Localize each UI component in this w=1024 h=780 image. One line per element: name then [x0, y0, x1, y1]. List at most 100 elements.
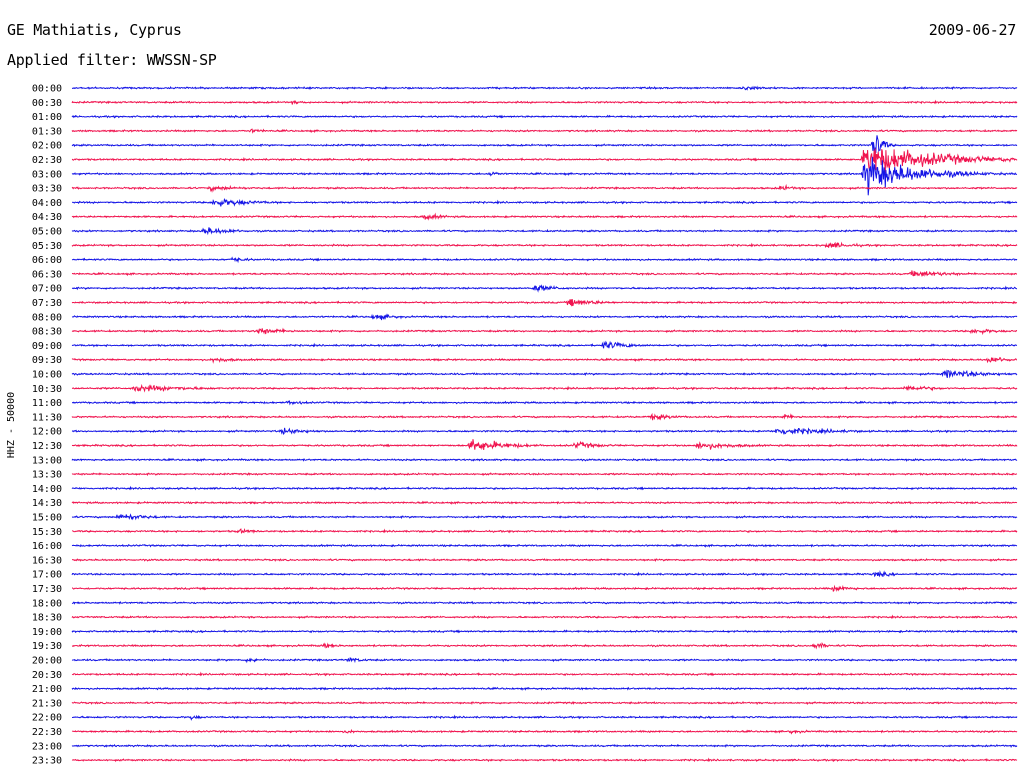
- seismic-trace: [71, 198, 1018, 207]
- seismic-trace: [71, 356, 1018, 364]
- seismic-trace: [71, 728, 1018, 735]
- row-time-label: 07:30: [32, 298, 62, 309]
- row-time-label: 23:00: [32, 741, 62, 752]
- seismic-trace: [71, 570, 1018, 578]
- seismic-trace: [71, 472, 1018, 477]
- seismic-trace: [71, 284, 1018, 293]
- row-time-label: 16:30: [32, 555, 62, 566]
- seismic-trace: [71, 227, 1018, 236]
- row-time-label: 12:00: [32, 427, 62, 438]
- row-time-label: 23:30: [32, 756, 62, 767]
- seismic-trace: [71, 313, 1018, 321]
- seismic-trace: [71, 135, 1018, 163]
- row-time-label: 16:00: [32, 541, 62, 552]
- seismic-trace: [71, 656, 1018, 664]
- record-date: 2009-06-27: [928, 21, 1017, 39]
- row-time-label: 06:30: [32, 269, 62, 280]
- row-time-label: 02:30: [32, 155, 62, 166]
- row-time-label: 01:00: [32, 112, 62, 123]
- seismic-trace: [71, 457, 1018, 462]
- row-time-label: 02:00: [32, 141, 62, 152]
- time-labels: 00:00 00:30 01:00 01:30 02:00 02:30 03:00 03:30…: [32, 84, 62, 767]
- seismic-trace: [71, 557, 1018, 563]
- y-axis-label: HHZ - 50000: [6, 392, 17, 458]
- seismic-trace: [71, 427, 1018, 435]
- seismic-trace: [71, 212, 1018, 221]
- seismic-trace: [71, 485, 1018, 491]
- row-time-label: 01:30: [32, 126, 62, 137]
- row-time-label: 07:00: [32, 284, 62, 295]
- seismic-trace: [71, 584, 1018, 593]
- row-time-label: 20:30: [32, 670, 62, 681]
- row-time-label: 11:00: [32, 398, 62, 409]
- row-time-label: 11:30: [32, 412, 62, 423]
- seismic-trace: [71, 148, 1018, 174]
- seismic-trace: [71, 528, 1018, 534]
- row-time-label: 21:30: [32, 698, 62, 709]
- row-time-label: 21:00: [32, 684, 62, 695]
- seismic-trace: [71, 513, 1018, 521]
- seismic-trace: [71, 383, 1018, 393]
- station-title: GE Mathiatis, Cyprus: [7, 21, 182, 39]
- seismic-trace: [71, 327, 1018, 336]
- seismic-trace: [72, 400, 1018, 406]
- seismic-trace: [71, 412, 1018, 421]
- seismic-trace: [71, 183, 1018, 193]
- row-time-label: 08:00: [32, 312, 62, 323]
- row-time-label: 05:30: [32, 241, 62, 252]
- seismic-trace: [71, 241, 1018, 249]
- seismic-trace: [71, 439, 1018, 451]
- row-time-label: 18:30: [32, 613, 62, 624]
- row-time-label: 03:30: [32, 184, 62, 195]
- seismic-trace: [71, 686, 1018, 691]
- row-time-label: 03:00: [32, 169, 62, 180]
- seismic-trace: [71, 128, 1018, 134]
- row-time-label: 13:30: [32, 470, 62, 481]
- seismic-trace: [71, 743, 1018, 748]
- seismic-trace: [71, 614, 1018, 620]
- seismic-trace: [71, 156, 1018, 196]
- seismic-trace: [71, 256, 1018, 264]
- row-time-label: 22:00: [32, 713, 62, 724]
- row-time-label: 09:30: [32, 355, 62, 366]
- row-time-label: 00:00: [32, 84, 62, 95]
- seismic-trace: [71, 369, 1018, 379]
- seismic-trace: [71, 500, 1018, 505]
- row-time-label: 12:30: [32, 441, 62, 452]
- seismic-trace: [71, 671, 1018, 677]
- row-time-label: 18:00: [32, 598, 62, 609]
- row-time-label: 09:00: [32, 341, 62, 352]
- row-time-label: 04:00: [32, 198, 62, 209]
- row-time-label: 04:30: [32, 212, 62, 223]
- row-time-label: 00:30: [32, 98, 62, 109]
- row-time-label: 08:30: [32, 327, 62, 338]
- seismic-trace: [71, 642, 1018, 650]
- row-time-label: 19:00: [32, 627, 62, 638]
- seismic-trace: [71, 114, 1018, 119]
- row-time-label: 05:00: [32, 227, 62, 238]
- seismic-trace: [71, 757, 1018, 763]
- seismic-trace: [71, 85, 1018, 91]
- row-time-label: 13:00: [32, 455, 62, 466]
- row-time-label: 10:30: [32, 384, 62, 395]
- seismic-trace: [71, 543, 1018, 548]
- seismic-trace: [71, 714, 1018, 721]
- row-time-label: 20:00: [32, 656, 62, 667]
- row-time-label: 10:00: [32, 370, 62, 381]
- row-time-label: 22:30: [32, 727, 62, 738]
- seismic-trace: [71, 600, 1018, 605]
- row-time-label: 17:30: [32, 584, 62, 595]
- seismic-trace: [71, 99, 1018, 105]
- row-time-label: 15:30: [32, 527, 62, 538]
- row-time-label: 14:00: [32, 484, 62, 495]
- row-time-label: 19:30: [32, 641, 62, 652]
- seismic-trace: [71, 700, 1018, 706]
- row-time-label: 14:30: [32, 498, 62, 509]
- seismic-trace: [71, 299, 1018, 307]
- row-time-label: 15:00: [32, 513, 62, 524]
- row-time-label: 17:00: [32, 570, 62, 581]
- seismic-trace: [71, 340, 1018, 349]
- seismic-trace: [71, 270, 1018, 278]
- seismic-trace: [71, 629, 1018, 634]
